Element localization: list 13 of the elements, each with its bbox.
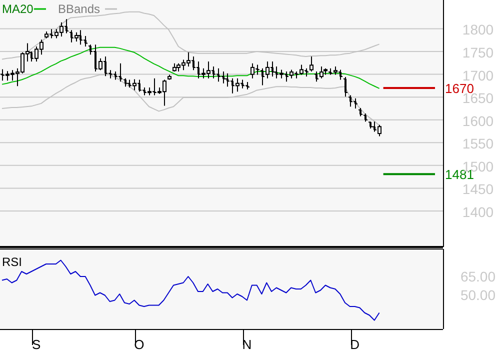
line-series: [2, 260, 380, 321]
candlestick: [328, 68, 333, 76]
ref-line-label: 1481: [445, 167, 474, 182]
legend-label: MA20: [2, 2, 34, 16]
line-series: [2, 46, 380, 89]
candlestick: [310, 56, 314, 72]
candlestick: [320, 66, 324, 79]
candlestick: [323, 68, 328, 76]
x-tick-label: S: [32, 337, 41, 350]
candlestick: [172, 62, 176, 72]
legend-label: BBands: [58, 2, 100, 16]
series-label: RSI: [2, 255, 22, 269]
candlestick: [167, 74, 172, 80]
